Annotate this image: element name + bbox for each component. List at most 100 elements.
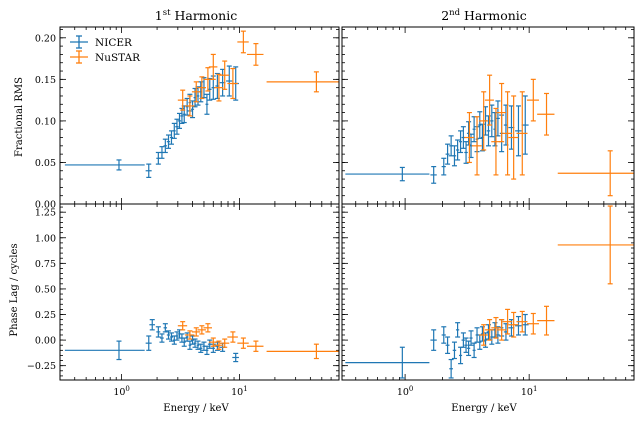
data-point (489, 104, 495, 138)
data-point (516, 310, 528, 333)
data-point (219, 338, 230, 348)
data-point (557, 205, 634, 285)
panel-h1-rms: 0.00 0.05 0.10 0.15 0.20 (35, 26, 340, 211)
y-tick-label: 0.25 (35, 310, 56, 321)
data-point (526, 312, 539, 335)
data-point (508, 311, 519, 338)
data-point (165, 134, 171, 149)
data-point (537, 305, 555, 336)
data-point (176, 112, 182, 129)
legend: NICER NuSTAR (70, 35, 141, 64)
data-point (495, 100, 501, 137)
data-point (477, 111, 483, 139)
data-point (174, 118, 180, 135)
data-point (266, 343, 339, 360)
data-point (515, 105, 522, 157)
data-point (537, 92, 555, 136)
data-point (451, 145, 457, 167)
series-nustar (177, 30, 339, 117)
x-tick-label: 100 (397, 385, 414, 398)
data-point (445, 336, 451, 354)
data-point (159, 146, 165, 159)
data-point (165, 330, 171, 340)
legend-label-nicer: NICER (95, 37, 133, 49)
data-point (526, 78, 539, 122)
data-point (198, 343, 204, 353)
data-point (64, 159, 145, 171)
data-point (187, 340, 193, 350)
y-axis-label-fractional-rms: Fractional RMS (14, 77, 25, 157)
data-point (190, 100, 196, 119)
data-point (191, 81, 201, 103)
column-title-2nd-harmonic: 2nd Harmonic (441, 8, 527, 23)
x-tick-label: 101 (521, 385, 538, 398)
data-point (471, 342, 477, 359)
data-point (508, 95, 519, 180)
data-point (441, 326, 447, 344)
data-point (492, 111, 498, 147)
series-nustar (464, 74, 634, 197)
data-point (471, 116, 482, 176)
x-axis-label-col1: Energy / keV (163, 403, 229, 414)
data-point (247, 43, 264, 66)
data-point (149, 319, 155, 331)
data-point (226, 65, 233, 97)
data-point (214, 340, 224, 350)
data-point (177, 89, 188, 111)
data-point (232, 352, 239, 363)
data-point (463, 141, 469, 164)
y-tick-label: 0.75 (35, 259, 56, 270)
data-point (463, 337, 469, 353)
data-point (203, 67, 212, 92)
data-point (557, 150, 634, 197)
y-tick-label: −0.25 (27, 361, 56, 372)
y-tick-label: 0.50 (35, 284, 56, 295)
data-point (227, 331, 238, 343)
data-point (162, 323, 168, 333)
data-point (197, 76, 206, 100)
column-title-1st-harmonic: 1st Harmonic (155, 8, 237, 23)
data-point (197, 325, 206, 335)
data-point (464, 111, 475, 164)
data-point (445, 143, 451, 165)
y-tick-label: 0.00 (35, 336, 56, 347)
data-point (466, 340, 472, 357)
data-point (237, 337, 249, 349)
data-point (171, 122, 177, 139)
y-tick-label: 0.20 (35, 33, 56, 44)
data-point (181, 337, 187, 347)
y-tick-label: 0.05 (35, 158, 56, 169)
series-nicer (345, 313, 529, 379)
data-point (237, 30, 249, 54)
data-point (204, 345, 210, 356)
data-point (155, 326, 161, 338)
data-point (145, 335, 152, 351)
series-nustar (479, 205, 634, 346)
data-point (345, 166, 430, 182)
data-point (491, 316, 501, 339)
data-point (179, 107, 185, 124)
data-point (174, 331, 180, 341)
data-point (214, 73, 224, 102)
legend-marker-nustar (70, 50, 88, 64)
legend-marker-nicer (70, 35, 88, 49)
y-tick-label: 1.00 (35, 233, 56, 244)
axes-frame (341, 203, 635, 381)
data-point (448, 358, 454, 379)
data-point (430, 166, 437, 184)
data-point (516, 91, 528, 176)
y-tick-label: 0.10 (35, 116, 56, 127)
data-point (204, 93, 210, 115)
data-point (468, 330, 474, 346)
data-point (184, 330, 195, 340)
data-point (168, 332, 174, 342)
data-point (430, 329, 437, 351)
data-point (496, 319, 506, 341)
data-point (515, 315, 522, 336)
data-point (496, 82, 506, 143)
data-point (502, 91, 513, 176)
data-point (451, 341, 457, 360)
data-point (219, 60, 230, 90)
